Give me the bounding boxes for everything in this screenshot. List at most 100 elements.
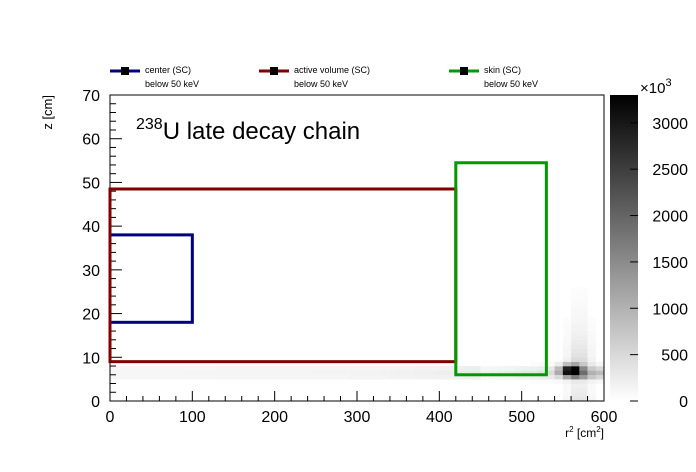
heatmap-cell	[324, 370, 333, 376]
x-tick-label: 100	[179, 409, 206, 426]
heatmap-cell	[579, 313, 588, 319]
heatmap-cell	[505, 374, 514, 380]
heatmap-cell	[225, 370, 234, 376]
heatmap-cell	[587, 339, 597, 345]
heatmap-cell	[595, 370, 605, 376]
heatmap-cell	[505, 366, 514, 371]
heatmap-cell	[571, 300, 580, 306]
heatmap-cell	[562, 383, 572, 389]
heatmap-cell	[398, 370, 407, 376]
heatmap-cell	[200, 366, 210, 371]
heatmap-cell	[587, 370, 597, 376]
heatmap-cell	[455, 374, 465, 380]
heatmap-cell	[595, 366, 605, 371]
heatmap-cell	[538, 374, 547, 380]
heatmap-cell	[571, 335, 580, 341]
heatmap-cell	[571, 370, 580, 376]
heatmap-cell	[406, 374, 415, 380]
heatmap-cell	[571, 392, 580, 397]
x-axis-label-sup1: 2	[569, 425, 574, 434]
heatmap-cell	[562, 387, 572, 393]
heatmap-cell	[488, 374, 498, 380]
x-axis: 0 100 200 300 400 500 600	[106, 391, 617, 426]
heatmap-cell	[579, 374, 588, 380]
heatmap-cell	[587, 344, 597, 349]
heatmap-cell	[422, 366, 432, 371]
heatmap-cell	[208, 366, 218, 371]
heatmap-cell	[562, 317, 572, 323]
heatmap-cell	[554, 374, 564, 380]
heatmap-cell	[562, 344, 572, 349]
legend-entry-name: skin (SC)	[484, 65, 521, 75]
heatmap-cell	[546, 370, 555, 376]
heatmap-cell	[554, 370, 564, 376]
heatmap-cell	[562, 374, 572, 380]
heatmap-cell	[579, 352, 588, 358]
heatmap-cell	[579, 326, 588, 332]
heatmap-cell	[571, 331, 580, 336]
heatmap-cell	[315, 370, 325, 376]
heatmap-cell	[307, 366, 317, 371]
heatmap-cell	[406, 370, 415, 376]
heatmap-cell	[587, 387, 597, 393]
heatmap-cell	[258, 366, 267, 371]
annotation-text: U late decay chain	[163, 118, 360, 145]
heatmap-cell	[571, 317, 580, 323]
heatmap-cell	[464, 366, 473, 371]
heatmap-cell	[225, 374, 234, 380]
x-axis-label: r2 [cm2]	[565, 425, 604, 440]
heatmap-cell	[175, 370, 185, 376]
y-tick-label: 30	[82, 263, 100, 280]
heatmap-cell	[249, 366, 259, 371]
heatmap-cell	[348, 366, 358, 371]
annotation-superscript: 238	[136, 116, 163, 133]
legend: center (SC) below 50 keV active volume (SC…	[110, 65, 538, 89]
heatmap-cell	[562, 335, 572, 341]
heatmap-cell	[546, 374, 555, 380]
heatmap-cell	[167, 366, 177, 371]
heatmap-cell	[184, 370, 193, 376]
heatmap-cell	[562, 379, 572, 384]
heatmap-cell	[217, 374, 226, 380]
heatmap-cell	[587, 317, 597, 323]
heatmap-cell	[579, 331, 588, 336]
heatmap-cell	[521, 370, 531, 376]
heatmap-cell	[118, 366, 127, 371]
heatmap-cell	[151, 374, 160, 380]
heatmap-cell	[340, 370, 350, 376]
heatmap-cell	[184, 366, 193, 371]
heatmap-cell	[431, 366, 440, 371]
heatmap-cell	[431, 370, 440, 376]
heatmap-cell	[496, 374, 506, 380]
region-outline	[454, 161, 548, 377]
heatmap-cell	[365, 374, 374, 380]
heatmap-cell	[241, 374, 251, 380]
heatmap-cell	[562, 339, 572, 345]
region-outline	[108, 233, 194, 324]
heatmap-cell	[579, 309, 588, 314]
heatmap-cell	[587, 374, 597, 380]
x-tick-label: 200	[261, 409, 288, 426]
heatmap-cell	[299, 366, 308, 371]
heatmap-cell	[464, 374, 473, 380]
heatmap-cell	[546, 361, 555, 367]
heatmap-cell	[167, 370, 177, 376]
heatmap-cell	[529, 366, 539, 371]
heatmap-cell	[381, 370, 391, 376]
heatmap-cell	[488, 366, 498, 371]
x-tick-label: 300	[344, 409, 371, 426]
heatmap-cell	[521, 366, 531, 371]
heatmap-cell	[571, 322, 580, 327]
y-tick-label: 20	[82, 307, 100, 324]
heatmap-cell	[249, 374, 259, 380]
heatmap-cell	[233, 370, 243, 376]
heatmap-cell	[562, 322, 572, 327]
heatmap-cell	[562, 370, 572, 376]
heatmap-cell	[579, 317, 588, 323]
heatmap-cell	[175, 366, 185, 371]
heatmap-cell	[538, 366, 547, 371]
y-axis-label: z [cm]	[40, 95, 55, 130]
colorbar-tick-label: 2500	[652, 162, 688, 179]
heatmap-cell	[357, 374, 366, 380]
x-axis-label-end: ]	[601, 426, 604, 440]
